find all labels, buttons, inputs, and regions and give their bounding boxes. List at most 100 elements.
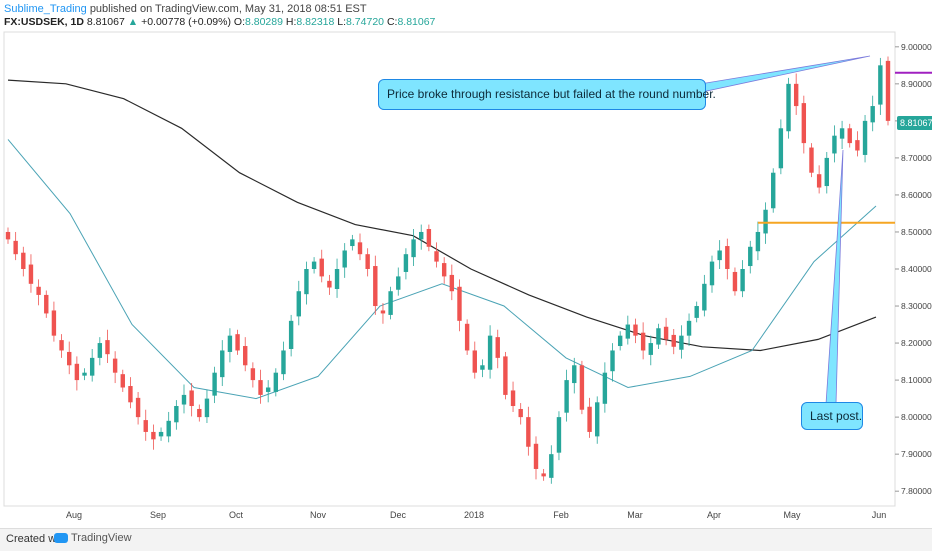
candle-body [350, 239, 355, 247]
candle-body [273, 372, 279, 392]
candle-body [227, 335, 233, 352]
candle-body [426, 229, 432, 247]
x-tick-label: Dec [390, 510, 407, 520]
candle-body [771, 172, 776, 209]
low-value: 8.74720 [346, 16, 385, 28]
candle-body [870, 106, 875, 123]
last-post-text: Last post. [810, 409, 863, 423]
candle-body [166, 420, 171, 437]
candle-body [855, 140, 860, 151]
plot-area [3, 31, 896, 507]
last-post-callout: Last post. [801, 402, 863, 430]
candle-body [449, 274, 455, 292]
y-tick-label: 8.50000 [901, 227, 932, 237]
candle-body [510, 390, 516, 407]
publish-line: Sublime_Trading published on TradingView… [4, 3, 367, 15]
y-tick-label: 8.00000 [901, 412, 932, 422]
y-tick-label: 8.60000 [901, 190, 932, 200]
tradingview-logo-icon [54, 533, 68, 544]
change-value: +0.00778 (+0.09%) [141, 16, 231, 28]
candle-body [862, 120, 868, 155]
candle-body [541, 473, 546, 477]
candle-body [74, 363, 80, 381]
x-tick-label: Sep [150, 510, 166, 520]
candle-body [319, 258, 324, 277]
candle-body [135, 397, 141, 418]
candle-body [212, 372, 217, 396]
candle-body [518, 408, 523, 418]
candle-body [373, 266, 378, 307]
candle-body [763, 209, 768, 234]
x-tick-label: Jun [872, 510, 887, 520]
candle-body [112, 358, 118, 373]
low-label: L: [337, 16, 347, 28]
open-label: O: [233, 16, 245, 28]
high-value: 8.82318 [296, 16, 335, 28]
candle-body [648, 343, 653, 355]
candle-body [549, 454, 554, 478]
candle-body [572, 365, 577, 384]
candle-body [495, 337, 500, 358]
close-value: 8.81067 [397, 16, 436, 28]
candle-body [396, 276, 401, 290]
candle-body [281, 350, 286, 375]
candle-body [709, 261, 715, 286]
candle-body [304, 269, 309, 295]
candle-body [824, 157, 829, 187]
candle-body [602, 372, 608, 404]
candle-body [311, 261, 317, 269]
candle-body [181, 394, 187, 405]
created-with-text: Created with [6, 533, 68, 545]
tradingview-brand: TradingView [71, 532, 132, 544]
candle-body [878, 65, 883, 105]
candle-body [235, 334, 240, 351]
candle-body [89, 357, 95, 376]
candle-body [334, 269, 340, 289]
candle-body [464, 323, 470, 351]
y-tick-label: 8.20000 [901, 338, 932, 348]
candle-body [21, 252, 26, 269]
x-tick-label: Mar [627, 510, 643, 520]
candle-body [640, 332, 646, 351]
candle-body [732, 271, 738, 292]
candle-body [419, 231, 424, 240]
candle-body [702, 283, 707, 311]
tradingview-logo[interactable]: TradingView [54, 532, 132, 544]
candle-body [189, 390, 194, 407]
candle-body [686, 320, 692, 336]
candle-body [472, 350, 477, 373]
candle-body [411, 239, 416, 258]
symbol-label: FX:USDSEK, 1D [4, 16, 84, 28]
candle-body [296, 291, 301, 317]
candle-body [44, 294, 49, 314]
author-link[interactable]: Sublime_Trading [4, 3, 87, 15]
candle-body [487, 335, 493, 370]
candle-body [579, 365, 585, 410]
candle-body [13, 240, 18, 255]
candle-body [342, 250, 347, 268]
candle-body [847, 128, 852, 144]
candle-body [82, 372, 87, 376]
y-tick-label: 8.70000 [901, 153, 932, 163]
candle-body [778, 128, 784, 169]
candle-body [174, 406, 179, 423]
candle-body [748, 246, 753, 267]
candle-body [403, 254, 409, 272]
candle-body [441, 263, 447, 277]
candle-body [128, 386, 133, 403]
candle-body [250, 368, 256, 381]
candle-body [556, 417, 562, 453]
candle-body [51, 310, 57, 336]
candle-body [526, 417, 531, 447]
price-chart[interactable]: 9.000008.900008.800008.700008.600008.500… [0, 0, 932, 528]
candle-body [120, 374, 125, 388]
candle-body [717, 250, 722, 261]
y-tick-label: 8.40000 [901, 264, 932, 274]
candle-body [220, 350, 225, 378]
candle-body [105, 340, 110, 355]
candle-body [158, 431, 164, 437]
footer-bar: Created with TradingView [0, 528, 932, 551]
candle-body [327, 280, 332, 288]
candle-body [258, 380, 263, 395]
candle-body [204, 398, 210, 418]
